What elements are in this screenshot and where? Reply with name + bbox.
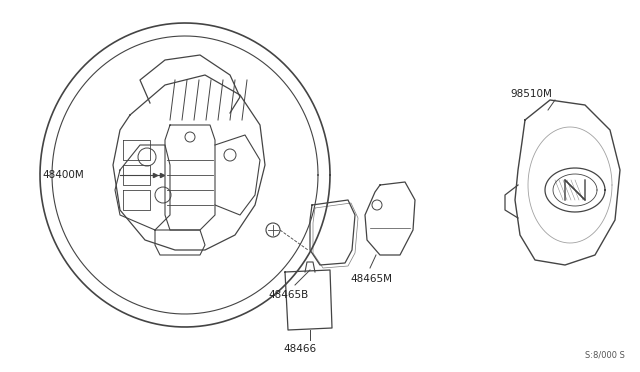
Text: 48466: 48466 (283, 344, 316, 354)
Text: 98510M: 98510M (510, 89, 552, 99)
Text: S:8/000 S: S:8/000 S (585, 351, 625, 360)
Text: 48465M: 48465M (350, 274, 392, 284)
Text: 48400M: 48400M (42, 170, 84, 180)
Text: 48465B: 48465B (268, 290, 308, 300)
